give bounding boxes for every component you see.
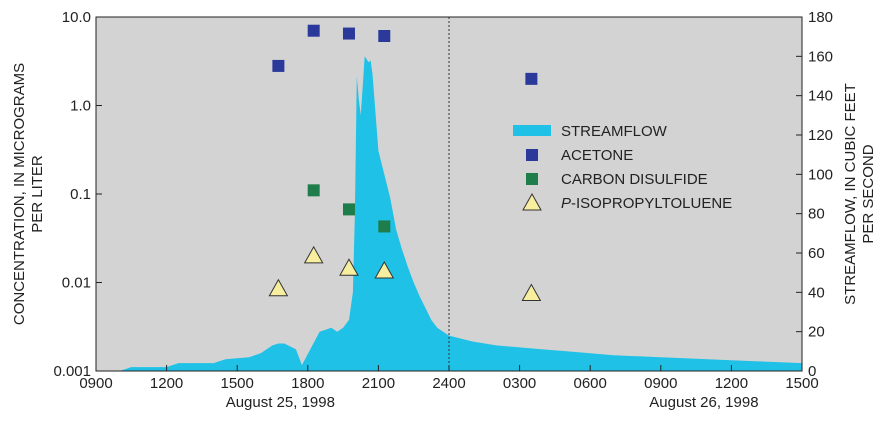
left-tick-label: 0.01 — [62, 275, 91, 292]
p-isopropyltoluene-point — [339, 258, 359, 276]
x-tick-label: 0900 — [79, 375, 112, 392]
acetone-point — [342, 27, 355, 40]
left-tick-label: 1.0 — [70, 98, 91, 115]
legend-streamflow-swatch — [513, 125, 551, 136]
x-tick-label: 1200 — [715, 375, 748, 392]
right-tick-label: 20 — [808, 324, 825, 341]
acetone-point — [272, 59, 285, 72]
x-tick-label: 0300 — [503, 375, 536, 392]
legend-acetone-label: ACETONE — [561, 147, 633, 164]
x-tick-label: 1800 — [291, 375, 324, 392]
carbon-disulfide-point — [307, 184, 320, 197]
p-isopropyltoluene-point — [303, 245, 324, 264]
left-tick-label: 0.1 — [70, 186, 91, 203]
right-tick-label: 0 — [808, 363, 816, 380]
x-tick-label: 1500 — [221, 375, 254, 392]
acetone-point — [378, 29, 391, 42]
right-tick-label: 140 — [808, 88, 833, 105]
right-tick-label: 100 — [808, 166, 833, 183]
left-axis-title-line2: PER LITER — [29, 155, 46, 233]
acetone-point — [525, 72, 538, 85]
left-axis-title-line1: CONCENTRATION, IN MICROGRAMS — [11, 63, 28, 325]
right-tick-label: 180 — [808, 9, 833, 26]
right-axis-title-line1: STREAMFLOW, IN CUBIC FEET — [842, 83, 859, 305]
left-tick-label: 10.0 — [62, 9, 91, 26]
legend-carbon-disulfide-label: CARBON DISULFIDE — [561, 171, 708, 188]
right-tick-label: 60 — [808, 245, 825, 262]
right-tick-label: 120 — [808, 127, 833, 144]
x-date-label: August 26, 1998 — [649, 394, 758, 411]
x-tick-label: 0900 — [644, 375, 677, 392]
p-isopropyltoluene-point — [521, 283, 542, 302]
legend-carbon-disulfide-marker — [526, 173, 538, 185]
legend-p-isopropyltoluene-marker — [522, 192, 542, 211]
legend-streamflow-label: STREAMFLOW — [561, 123, 668, 140]
acetone-point — [307, 24, 320, 37]
right-tick-label: 80 — [808, 206, 825, 223]
x-date-label: August 25, 1998 — [226, 394, 335, 411]
right-axis-title-line2: PER SECOND — [860, 144, 877, 243]
legend-p-isopropyltoluene-label: P-ISOPROPYLTOLUENE — [561, 195, 732, 212]
left-tick-label: 0.001 — [53, 363, 91, 380]
carbon-disulfide-point — [342, 203, 355, 216]
p-isopropyltoluene-point — [268, 278, 289, 297]
right-tick-label: 40 — [808, 284, 825, 301]
p-isopropyltoluene-point — [374, 260, 395, 279]
x-tick-label: 1200 — [150, 375, 183, 392]
x-tick-label: 1500 — [785, 375, 818, 392]
x-tick-label: 0600 — [574, 375, 607, 392]
x-tick-label: 2100 — [362, 375, 395, 392]
carbon-disulfide-point — [378, 220, 391, 233]
x-tick-label: 2400 — [432, 375, 465, 392]
legend-acetone-marker — [526, 149, 538, 161]
right-tick-label: 160 — [808, 48, 833, 65]
